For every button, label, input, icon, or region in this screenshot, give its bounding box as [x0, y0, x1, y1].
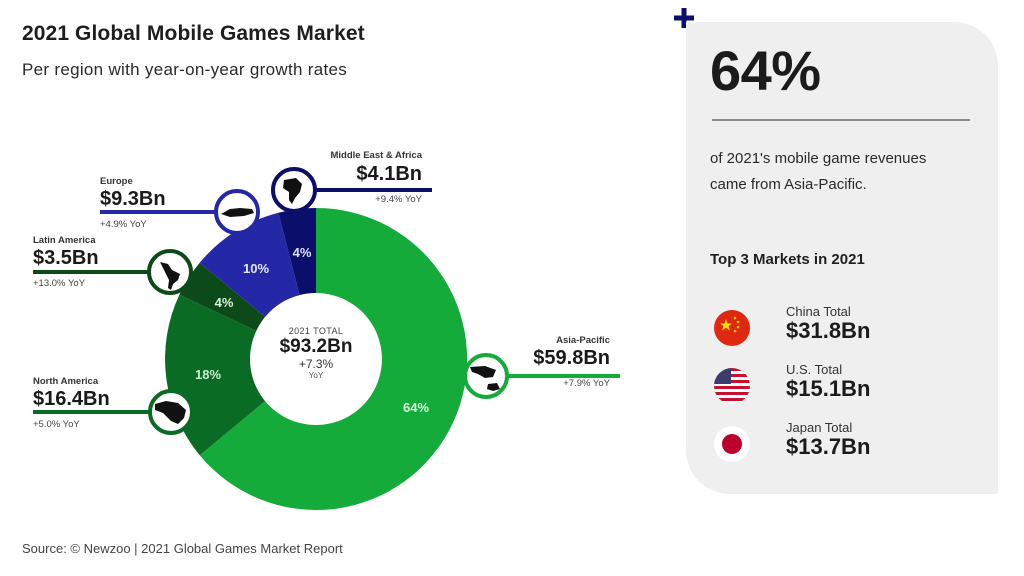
- share-label-latin-america: 4%: [215, 295, 234, 310]
- highlight-percent: 64%: [710, 39, 821, 102]
- market-china: China Total $31.8Bn: [714, 304, 984, 350]
- region-label-europe: Europe $9.3Bn +4.9% YoY: [100, 176, 166, 230]
- region-label-north-america: North America $16.4Bn +5.0% YoY: [33, 376, 110, 430]
- center-total-yoy: YoY: [308, 371, 324, 380]
- center-total-value: $93.2Bn: [279, 336, 353, 357]
- donut-chart: 64% 18% 4% 10% 4%: [33, 167, 620, 511]
- chart-subtitle: Per region with year-on-year growth rate…: [22, 60, 348, 79]
- share-label-middle-east-africa: 4%: [293, 245, 312, 260]
- china-flag-icon: [714, 310, 750, 346]
- share-label-europe: 10%: [243, 261, 269, 276]
- chart-title: 2021 Global Mobile Games Market: [22, 22, 365, 45]
- highlight-card: 64% of 2021's mobile game revenues came …: [686, 22, 998, 494]
- segment-latin-america[interactable]: [179, 262, 266, 331]
- market-japan: Japan Total $13.7Bn: [714, 420, 984, 466]
- us-flag-icon: [714, 368, 750, 404]
- donut-center-summary: 2021 TOTAL $93.2Bn +7.3% YoY: [252, 326, 380, 380]
- region-label-latin-america: Latin America $3.5Bn +13.0% YoY: [33, 235, 99, 289]
- latin-america-map-icon: [147, 249, 193, 295]
- source-footnote: Source: © Newzoo | 2021 Global Games Mar…: [22, 541, 343, 556]
- center-total-label: 2021 TOTAL: [288, 326, 344, 336]
- plus-icon: [674, 8, 694, 28]
- asia-pacific-map-icon: [463, 353, 509, 399]
- segment-europe[interactable]: [199, 212, 300, 317]
- card-divider: [712, 119, 970, 121]
- center-total-growth: +7.3%: [298, 357, 334, 371]
- share-label-asia-pacific: 64%: [403, 400, 429, 415]
- africa-map-icon: [271, 167, 317, 213]
- region-label-asia-pacific: Asia-Pacific $59.8Bn +7.9% YoY: [533, 335, 610, 389]
- share-label-north-america: 18%: [195, 367, 221, 382]
- top-markets-heading: Top 3 Markets in 2021: [710, 251, 865, 268]
- europe-map-icon: [214, 189, 260, 235]
- region-label-middle-east-africa: Middle East & Africa $4.1Bn +9.4% YoY: [330, 150, 422, 205]
- segment-middle-east-africa[interactable]: [278, 207, 316, 296]
- segment-asia-pacific[interactable]: [199, 207, 468, 511]
- north-america-map-icon: [148, 389, 194, 435]
- market-us: U.S. Total $15.1Bn: [714, 362, 984, 408]
- highlight-description: of 2021's mobile game revenues came from…: [710, 150, 927, 193]
- japan-flag-icon: [714, 426, 750, 462]
